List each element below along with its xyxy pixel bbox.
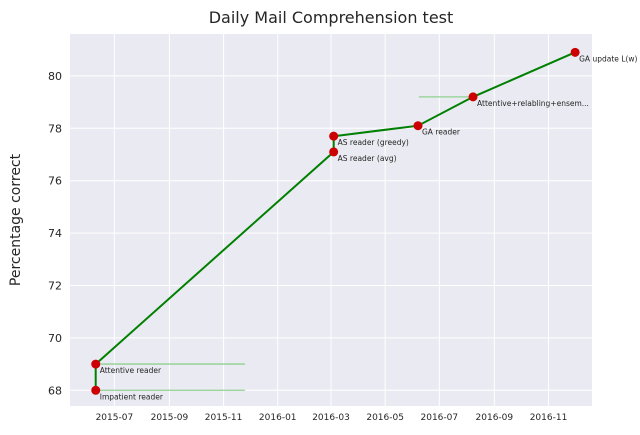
x-tick-label: 2016-05 [366, 413, 404, 423]
y-tick-label: 76 [48, 175, 62, 188]
interval-lines [95, 96, 474, 391]
x-tick-label: 2016-01 [259, 413, 297, 423]
y-tick-label: 72 [48, 279, 62, 292]
point-label: Attentive reader [100, 366, 162, 375]
data-point-marker [413, 121, 423, 131]
x-tick-label: 2016-03 [312, 413, 350, 423]
point-label: AS reader (greedy) [338, 138, 409, 147]
chart-title: Daily Mail Comprehension test [209, 8, 454, 27]
y-tick-label: 80 [48, 70, 62, 83]
y-tick-label: 78 [48, 122, 62, 135]
y-tick-label: 70 [48, 332, 62, 345]
data-point-marker [91, 385, 101, 395]
data-point-marker [468, 92, 478, 102]
data-point-marker [329, 131, 339, 141]
x-tick-label: 2016-07 [421, 413, 459, 423]
x-tick-label: 2016-09 [476, 413, 514, 423]
x-tick-labels: 2015-07 2015-09 2015-11 2016-01 2016-03 2016-… [96, 413, 568, 423]
y-tick-labels: 68 70 72 74 76 78 80 [48, 70, 62, 397]
point-label: Attentive+relabling+ensem... [477, 99, 589, 108]
data-point-marker [329, 147, 339, 157]
x-tick-label: 2015-11 [205, 413, 243, 423]
x-tick-label: 2015-09 [151, 413, 189, 423]
y-tick-label: 74 [48, 227, 62, 240]
y-axis-label: Percentage correct [8, 153, 24, 286]
annotations: Impatient reader Attentive reader AS reade… [100, 54, 638, 401]
point-label: AS reader (avg) [338, 154, 397, 163]
data-point-marker [91, 359, 101, 369]
x-tick-label: 2016-11 [530, 413, 568, 423]
grid [70, 34, 592, 406]
x-tick-label: 2015-07 [96, 413, 134, 423]
data-point-marker [570, 47, 580, 57]
data-points [91, 47, 580, 395]
point-label: GA reader [422, 128, 461, 137]
point-label: Impatient reader [100, 392, 164, 401]
point-label: GA update L(w) [579, 54, 637, 63]
y-tick-label: 68 [48, 384, 62, 397]
